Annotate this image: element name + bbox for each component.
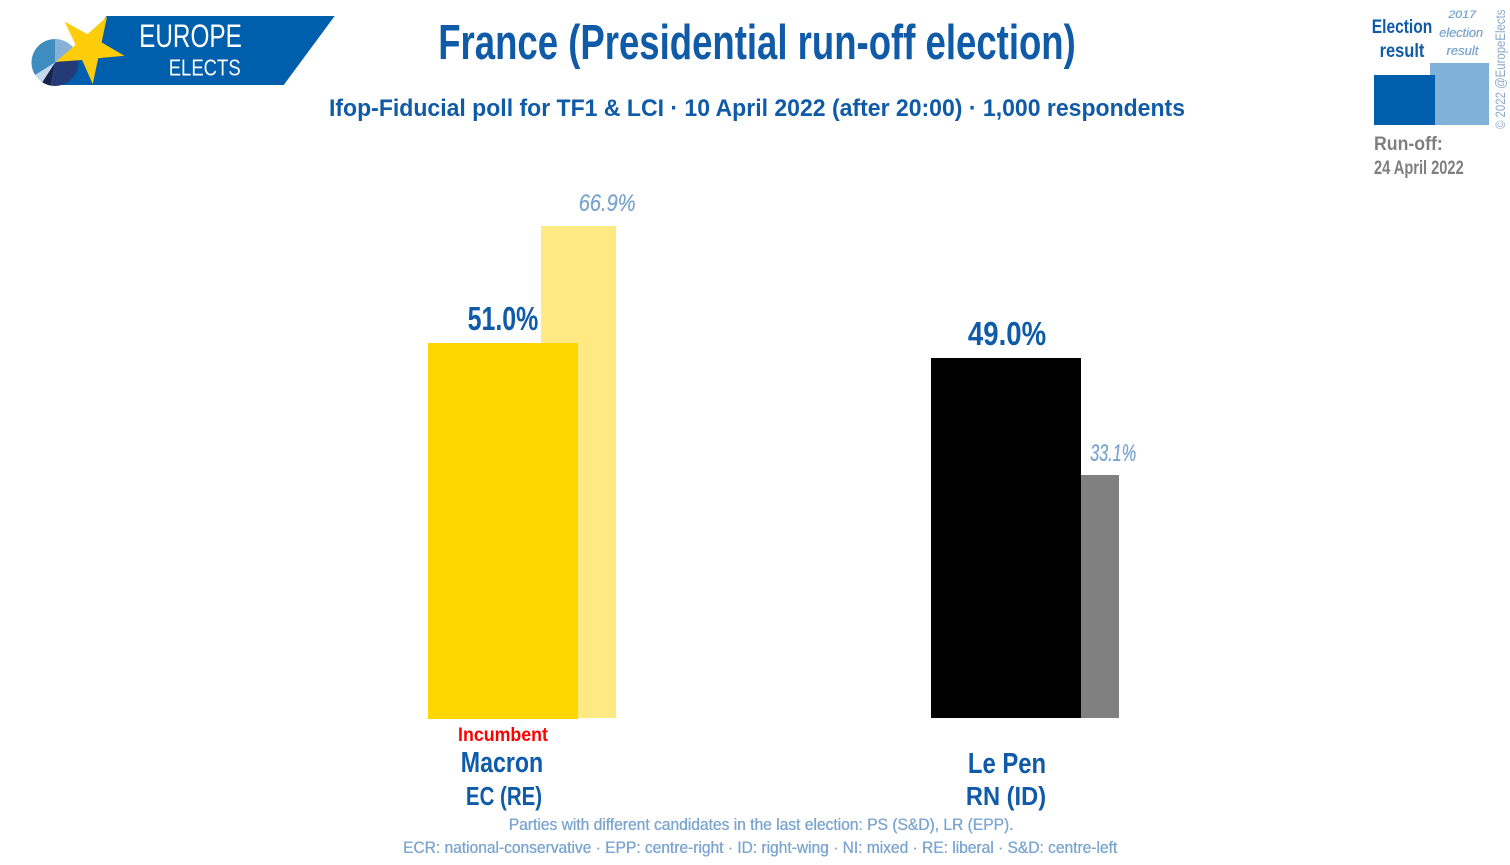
svg-text:ELECTS: ELECTS bbox=[169, 54, 241, 80]
svg-text:EUROPE: EUROPE bbox=[139, 18, 242, 54]
